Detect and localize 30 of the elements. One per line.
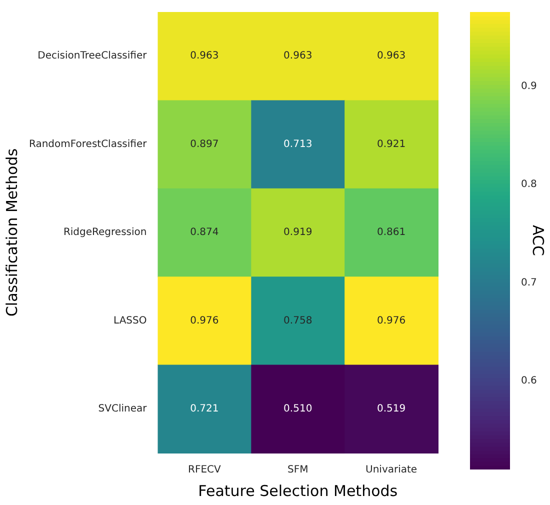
data-label: 0.758 xyxy=(284,315,312,326)
color-bar-label: 0.7 xyxy=(521,277,537,288)
data-label: 0.721 xyxy=(190,403,219,414)
data-label: 0.713 xyxy=(284,138,312,150)
y-tick-label: LASSO xyxy=(114,315,147,326)
color-bar-label: 0.6 xyxy=(521,375,537,386)
data-label: 0.963 xyxy=(376,50,406,62)
x-tick-label: RFECV xyxy=(188,464,222,476)
y-tick-label: SVClinear xyxy=(98,403,148,414)
x-axis-title: Feature Selection Methods xyxy=(198,482,398,500)
x-tick-label: Univariate xyxy=(366,464,418,476)
y-tick-label: RandomForestClassifier xyxy=(28,138,148,150)
data-label: 0.976 xyxy=(190,315,219,326)
data-label: 0.861 xyxy=(376,227,406,238)
data-label: 0.510 xyxy=(284,403,312,414)
data-label: 0.976 xyxy=(376,315,406,326)
x-tick-label: SFM xyxy=(288,464,308,476)
data-label: 0.874 xyxy=(190,227,219,238)
data-label: 0.963 xyxy=(284,50,312,62)
color-bar-title: ACC xyxy=(529,225,548,256)
data-label: 0.519 xyxy=(376,403,406,414)
data-label: 0.897 xyxy=(190,138,219,150)
y-axis-title: Classification Methods xyxy=(2,148,21,317)
data-label: 0.919 xyxy=(284,227,312,238)
y-tick-label: DecisionTreeClassifier xyxy=(38,50,148,62)
data-label: 0.921 xyxy=(376,138,406,150)
color-bar-label: 0.8 xyxy=(521,179,537,190)
data-label: 0.963 xyxy=(190,50,219,62)
color-bar-label: 0.9 xyxy=(521,81,537,92)
y-tick-label: RidgeRegression xyxy=(63,227,147,238)
